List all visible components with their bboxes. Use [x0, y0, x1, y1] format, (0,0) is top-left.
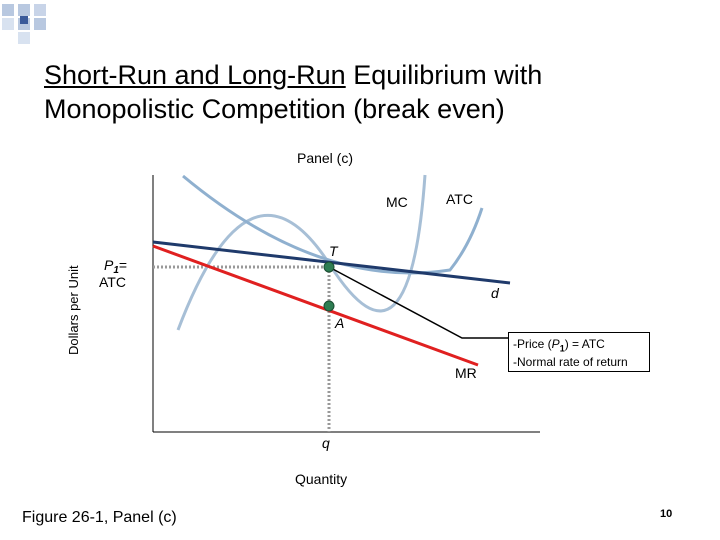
deco-square-dark [20, 16, 28, 24]
deco-square [18, 4, 30, 16]
mc-label: MC [386, 194, 408, 210]
panel-label: Panel (c) [296, 150, 354, 166]
quantity-label: q [322, 435, 330, 451]
marginal-revenue-curve [152, 244, 479, 367]
corner-decoration [2, 4, 46, 44]
atc-label: ATC [446, 191, 473, 207]
figure-caption: Figure 26-1, Panel (c) [22, 509, 177, 526]
price-suffix: = [119, 257, 127, 273]
note-subscript: 1 [559, 343, 565, 354]
price-label: P1= [104, 257, 127, 276]
deco-square [34, 4, 46, 16]
note-line2: -Normal rate of return [513, 355, 628, 370]
deco-square [2, 4, 14, 16]
mr-label: MR [455, 365, 477, 381]
price-subscript: 1 [113, 265, 119, 276]
page-number: 10 [660, 508, 673, 520]
deco-square [34, 18, 46, 30]
note-prefix: -Price ( [513, 337, 552, 351]
note-box: -Price (P1) = ATC -Normal rate of return [508, 332, 650, 372]
note-symbol: P [551, 337, 560, 351]
demand-label: d [491, 285, 500, 301]
x-axis-label: Quantity [295, 471, 347, 487]
mr-mc-label: A [334, 315, 344, 331]
deco-square [2, 18, 14, 30]
note-pointer-line [328, 266, 510, 339]
note-line1: -Price (P1) = ATC [513, 337, 645, 355]
y-axis-label: Dollars per Unit [66, 265, 81, 355]
price-symbol: P [104, 257, 114, 273]
slide-title: Short-Run and Long-Run Equilibrium with … [44, 58, 684, 126]
note-suffix: ) = ATC [564, 337, 605, 351]
price-label-atc: ATC [99, 274, 126, 290]
deco-square [18, 32, 30, 44]
mc-curve [182, 174, 484, 275]
title-line1-rest: Equilibrium with [345, 60, 543, 90]
title-line2: Monopolistic Competition (break even) [44, 94, 505, 124]
mr-mc-point [323, 300, 335, 312]
tangency-label: T [329, 243, 339, 259]
tangency-point [323, 261, 335, 273]
title-underlined-part: Short-Run and Long-Run [44, 60, 346, 90]
